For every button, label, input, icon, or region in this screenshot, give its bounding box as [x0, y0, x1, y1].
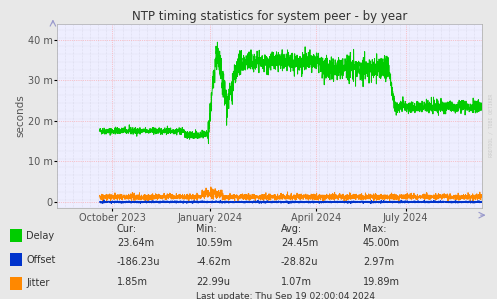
Text: -186.23u: -186.23u: [117, 257, 161, 267]
Text: 2.97m: 2.97m: [363, 257, 394, 267]
Text: -4.62m: -4.62m: [196, 257, 231, 267]
Text: 1.85m: 1.85m: [117, 277, 148, 286]
Text: 24.45m: 24.45m: [281, 238, 318, 248]
Text: 23.64m: 23.64m: [117, 238, 154, 248]
Text: RRDTOOL / TOBI OETIKER: RRDTOOL / TOBI OETIKER: [489, 94, 494, 157]
Y-axis label: seconds: seconds: [15, 94, 25, 137]
Text: Cur:: Cur:: [117, 224, 137, 234]
Text: Offset: Offset: [26, 254, 56, 265]
Text: Max:: Max:: [363, 224, 386, 234]
Text: Last update: Thu Sep 19 02:00:04 2024: Last update: Thu Sep 19 02:00:04 2024: [196, 292, 375, 299]
Text: 22.99u: 22.99u: [196, 277, 230, 286]
Text: Delay: Delay: [26, 231, 55, 241]
Text: -28.82u: -28.82u: [281, 257, 318, 267]
Title: NTP timing statistics for system peer - by year: NTP timing statistics for system peer - …: [132, 10, 408, 23]
Text: Jitter: Jitter: [26, 278, 50, 289]
Text: Avg:: Avg:: [281, 224, 302, 234]
Text: 19.89m: 19.89m: [363, 277, 400, 286]
Text: 45.00m: 45.00m: [363, 238, 400, 248]
Text: Min:: Min:: [196, 224, 217, 234]
Text: 10.59m: 10.59m: [196, 238, 234, 248]
Text: 1.07m: 1.07m: [281, 277, 312, 286]
